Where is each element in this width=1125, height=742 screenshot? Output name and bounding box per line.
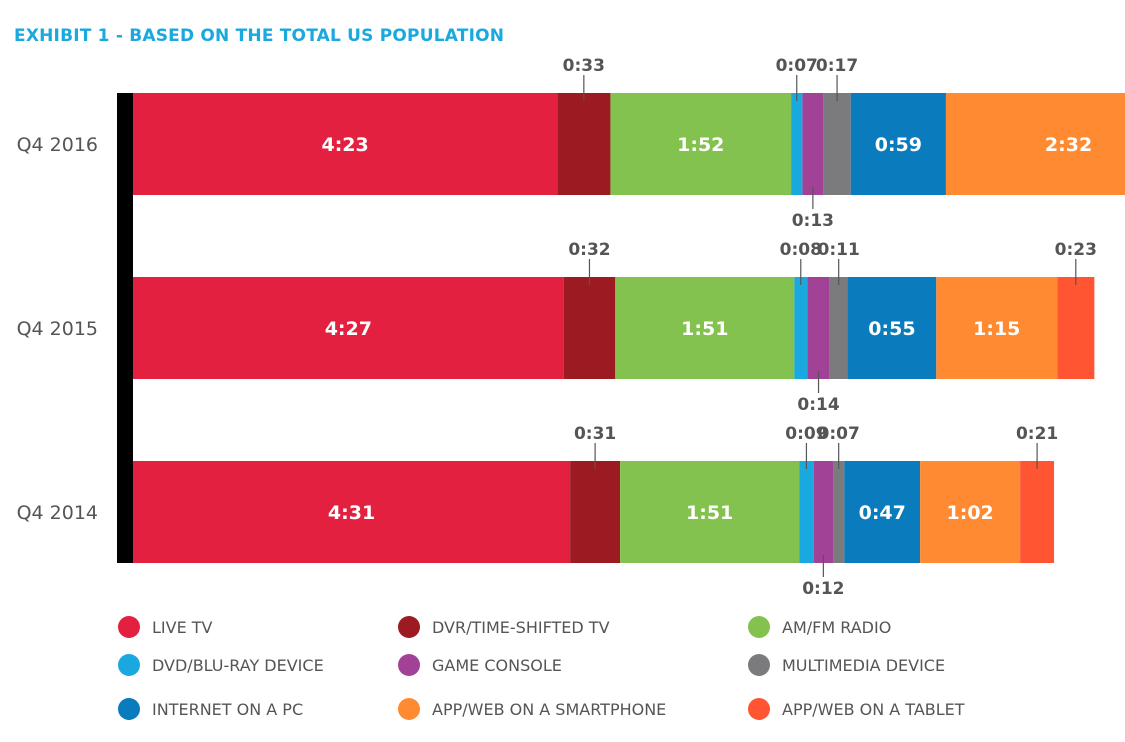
data-label-app-web-on-a-smartphone-q4-2015: 1:15 bbox=[973, 318, 1020, 340]
data-label-dvr-time-shifted-tv-q4-2016: 0:33 bbox=[563, 56, 605, 76]
data-label-multimedia-device-q4-2015: 0:11 bbox=[818, 240, 860, 260]
data-label-internet-on-a-pc-q4-2014: 0:47 bbox=[859, 502, 906, 524]
bar-app-web-on-a-tablet-q4-2015 bbox=[1057, 277, 1095, 379]
data-label-am-fm-radio-q4-2016: 1:52 bbox=[677, 134, 724, 156]
data-label-live-tv-q4-2014: 4:31 bbox=[328, 502, 375, 524]
data-label-dvr-time-shifted-tv-q4-2015: 0:32 bbox=[568, 240, 610, 260]
data-label-app-web-on-a-smartphone-q4-2014: 1:02 bbox=[947, 502, 994, 524]
bar-am-fm-radio-q4-2014 bbox=[620, 461, 800, 563]
category-label-q4-2014: Q4 2014 bbox=[17, 502, 98, 524]
bar-live-tv-q4-2014 bbox=[133, 461, 571, 563]
bar-internet-on-a-pc-q4-2016 bbox=[850, 93, 946, 195]
data-label-internet-on-a-pc-q4-2016: 0:59 bbox=[875, 134, 922, 156]
data-label-dvd-blu-ray-device-q4-2015: 0:08 bbox=[780, 240, 822, 260]
chart-title: EXHIBIT 1 - BASED ON THE TOTAL US POPULA… bbox=[14, 26, 505, 46]
data-label-multimedia-device-q4-2016: 0:17 bbox=[816, 56, 858, 76]
bar-dvr-time-shifted-tv-q4-2016 bbox=[557, 93, 611, 195]
data-label-game-console-q4-2014: 0:12 bbox=[802, 579, 844, 599]
data-label-live-tv-q4-2015: 4:27 bbox=[325, 318, 372, 340]
data-label-app-web-on-a-tablet-q4-2014: 0:21 bbox=[1016, 424, 1058, 444]
bar-game-console-q4-2015 bbox=[807, 277, 830, 379]
bar-am-fm-radio-q4-2016 bbox=[610, 93, 792, 195]
bar-dvr-time-shifted-tv-q4-2015 bbox=[563, 277, 616, 379]
data-label-dvd-blu-ray-device-q4-2014: 0:09 bbox=[785, 424, 827, 444]
bar-multimedia-device-q4-2015 bbox=[829, 277, 848, 379]
bar-app-web-on-a-smartphone-q4-2016 bbox=[945, 93, 1125, 195]
data-label-am-fm-radio-q4-2015: 1:51 bbox=[681, 318, 728, 340]
data-label-live-tv-q4-2016: 4:23 bbox=[321, 134, 368, 156]
data-label-game-console-q4-2016: 0:13 bbox=[792, 211, 834, 231]
bar-internet-on-a-pc-q4-2014 bbox=[844, 461, 921, 563]
bar-internet-on-a-pc-q4-2015 bbox=[847, 277, 937, 379]
data-label-multimedia-device-q4-2014: 0:07 bbox=[818, 424, 860, 444]
bar-multimedia-device-q4-2014 bbox=[833, 461, 845, 563]
data-label-app-web-on-a-tablet-q4-2015: 0:23 bbox=[1055, 240, 1097, 260]
bar-app-web-on-a-smartphone-q4-2015 bbox=[936, 277, 1058, 379]
bar-multimedia-device-q4-2016 bbox=[823, 93, 851, 195]
bar-live-tv-q4-2016 bbox=[133, 93, 558, 195]
data-label-app-web-on-a-smartphone-q4-2016: 2:32 bbox=[1045, 134, 1092, 156]
data-label-internet-on-a-pc-q4-2015: 0:55 bbox=[868, 318, 915, 340]
data-label-am-fm-radio-q4-2014: 1:51 bbox=[686, 502, 733, 524]
bar-app-web-on-a-tablet-q4-2014 bbox=[1020, 461, 1055, 563]
bar-am-fm-radio-q4-2015 bbox=[615, 277, 795, 379]
y-axis-line bbox=[117, 93, 133, 563]
bar-app-web-on-a-smartphone-q4-2014 bbox=[920, 461, 1021, 563]
category-label-q4-2016: Q4 2016 bbox=[17, 134, 98, 156]
data-label-dvd-blu-ray-device-q4-2016: 0:07 bbox=[776, 56, 818, 76]
bar-dvr-time-shifted-tv-q4-2014 bbox=[570, 461, 621, 563]
bar-dvd-blu-ray-device-q4-2014 bbox=[799, 461, 814, 563]
data-label-game-console-q4-2015: 0:14 bbox=[797, 395, 839, 415]
bar-game-console-q4-2016 bbox=[802, 93, 824, 195]
category-label-q4-2015: Q4 2015 bbox=[17, 318, 98, 340]
data-label-dvr-time-shifted-tv-q4-2014: 0:31 bbox=[574, 424, 616, 444]
bar-live-tv-q4-2015 bbox=[133, 277, 564, 379]
bar-game-console-q4-2014 bbox=[813, 461, 834, 563]
bar-dvd-blu-ray-device-q4-2015 bbox=[794, 277, 808, 379]
bar-dvd-blu-ray-device-q4-2016 bbox=[791, 93, 803, 195]
